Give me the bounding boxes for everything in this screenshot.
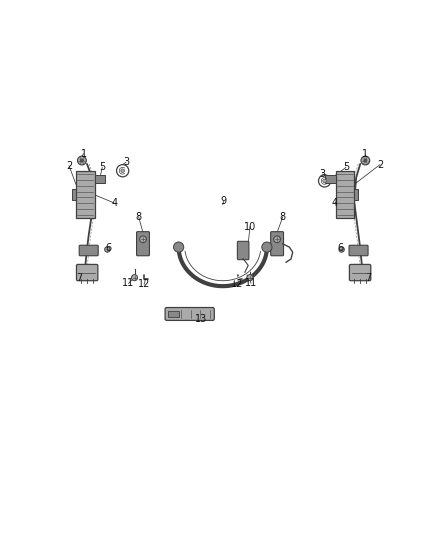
Text: 4: 4 <box>111 198 117 208</box>
FancyBboxPatch shape <box>336 171 354 218</box>
Circle shape <box>140 236 146 243</box>
Circle shape <box>121 169 124 173</box>
Circle shape <box>262 242 272 252</box>
FancyBboxPatch shape <box>237 241 249 260</box>
Circle shape <box>131 274 138 281</box>
Circle shape <box>339 247 344 252</box>
Text: 3: 3 <box>319 169 325 179</box>
Circle shape <box>80 159 84 162</box>
FancyBboxPatch shape <box>76 171 95 218</box>
Text: 10: 10 <box>244 222 256 232</box>
Circle shape <box>361 156 370 165</box>
Text: 9: 9 <box>221 196 227 206</box>
FancyBboxPatch shape <box>72 189 76 199</box>
FancyBboxPatch shape <box>350 264 371 281</box>
FancyBboxPatch shape <box>168 311 179 317</box>
FancyBboxPatch shape <box>95 175 105 183</box>
FancyBboxPatch shape <box>79 245 98 256</box>
Text: 7: 7 <box>366 273 372 282</box>
Circle shape <box>364 159 367 162</box>
FancyBboxPatch shape <box>354 189 358 199</box>
Text: 12: 12 <box>138 279 150 289</box>
FancyBboxPatch shape <box>349 245 368 256</box>
Circle shape <box>323 179 326 183</box>
FancyBboxPatch shape <box>325 175 336 183</box>
Text: 8: 8 <box>280 212 286 222</box>
Circle shape <box>105 247 110 252</box>
Text: 5: 5 <box>99 163 106 172</box>
Text: 13: 13 <box>194 314 207 325</box>
Circle shape <box>78 156 86 165</box>
FancyBboxPatch shape <box>77 264 98 281</box>
Circle shape <box>173 242 184 252</box>
Text: 6: 6 <box>338 243 344 253</box>
FancyBboxPatch shape <box>165 308 214 320</box>
Text: 11: 11 <box>122 278 134 288</box>
Circle shape <box>247 274 253 281</box>
Text: 7: 7 <box>76 273 82 282</box>
Text: 12: 12 <box>231 279 244 289</box>
Text: 4: 4 <box>332 198 338 208</box>
Text: 1: 1 <box>362 149 368 159</box>
Text: 6: 6 <box>105 243 111 253</box>
FancyBboxPatch shape <box>271 232 283 256</box>
Text: 5: 5 <box>343 163 349 172</box>
Text: 2: 2 <box>377 159 383 169</box>
FancyBboxPatch shape <box>137 232 149 256</box>
Text: 11: 11 <box>245 278 257 288</box>
Text: 2: 2 <box>66 160 72 171</box>
Text: 3: 3 <box>123 157 129 167</box>
Text: 1: 1 <box>81 149 87 159</box>
Circle shape <box>274 236 280 243</box>
Text: 8: 8 <box>135 212 141 222</box>
